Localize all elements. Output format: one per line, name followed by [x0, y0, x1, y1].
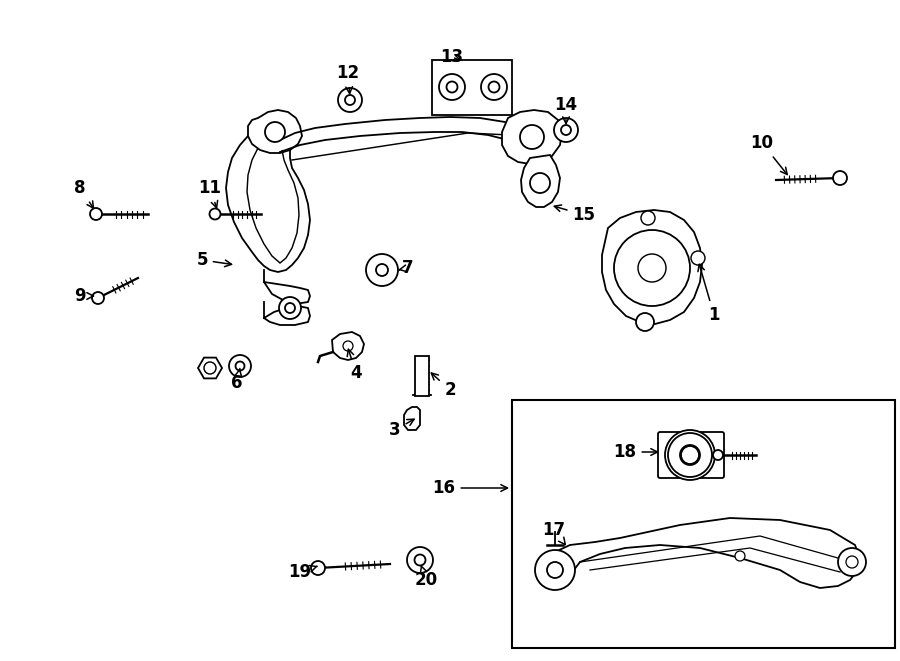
Text: 20: 20 — [414, 565, 437, 589]
Circle shape — [204, 362, 216, 374]
Text: 16: 16 — [433, 479, 508, 497]
Circle shape — [489, 81, 500, 93]
Circle shape — [668, 433, 712, 477]
Circle shape — [614, 230, 690, 306]
Text: 19: 19 — [288, 563, 317, 581]
Text: 13: 13 — [440, 48, 464, 66]
Circle shape — [681, 446, 699, 464]
Polygon shape — [248, 110, 302, 153]
Polygon shape — [404, 407, 420, 430]
Text: 7: 7 — [399, 259, 414, 277]
Polygon shape — [332, 332, 364, 360]
Circle shape — [285, 303, 295, 313]
Circle shape — [345, 95, 355, 105]
Text: 5: 5 — [196, 251, 231, 269]
Circle shape — [547, 562, 563, 578]
Text: 9: 9 — [74, 287, 94, 305]
Text: 15: 15 — [554, 205, 596, 224]
Bar — [415, 356, 429, 396]
Circle shape — [535, 550, 575, 590]
Text: 3: 3 — [389, 419, 414, 439]
Circle shape — [561, 125, 571, 135]
Circle shape — [376, 264, 388, 276]
Circle shape — [680, 445, 700, 465]
Circle shape — [90, 208, 102, 220]
Text: 6: 6 — [231, 368, 243, 392]
Text: 11: 11 — [199, 179, 221, 208]
Circle shape — [691, 251, 705, 265]
Bar — [512, 400, 895, 648]
Circle shape — [713, 450, 723, 460]
Text: 4: 4 — [347, 349, 362, 382]
Polygon shape — [502, 110, 562, 164]
Circle shape — [838, 548, 866, 576]
Text: 8: 8 — [74, 179, 94, 208]
Circle shape — [92, 292, 104, 304]
Circle shape — [439, 74, 465, 100]
Text: 10: 10 — [751, 134, 788, 175]
Circle shape — [641, 211, 655, 225]
Circle shape — [530, 173, 550, 193]
Circle shape — [520, 125, 544, 149]
Circle shape — [343, 341, 353, 351]
Polygon shape — [555, 518, 860, 588]
Circle shape — [366, 254, 398, 286]
Circle shape — [636, 313, 654, 331]
Polygon shape — [602, 210, 702, 324]
Circle shape — [415, 555, 426, 566]
Circle shape — [446, 81, 457, 93]
Text: 12: 12 — [337, 64, 360, 93]
Polygon shape — [521, 155, 560, 207]
Circle shape — [229, 355, 251, 377]
Circle shape — [338, 88, 362, 112]
Circle shape — [554, 118, 578, 142]
Circle shape — [407, 547, 433, 573]
Circle shape — [311, 561, 325, 575]
Circle shape — [665, 430, 715, 480]
Circle shape — [846, 556, 858, 568]
Circle shape — [210, 208, 220, 219]
Circle shape — [638, 254, 666, 282]
Text: 14: 14 — [554, 96, 578, 124]
Circle shape — [833, 171, 847, 185]
Circle shape — [279, 297, 301, 319]
Circle shape — [265, 122, 285, 142]
Text: 1: 1 — [698, 264, 720, 324]
Circle shape — [236, 362, 245, 371]
Circle shape — [481, 74, 507, 100]
FancyBboxPatch shape — [658, 432, 724, 478]
Circle shape — [735, 551, 745, 561]
Text: 17: 17 — [543, 521, 565, 545]
Polygon shape — [198, 358, 222, 378]
Bar — [432, 60, 512, 115]
Text: 18: 18 — [614, 443, 658, 461]
Text: 2: 2 — [431, 373, 455, 399]
